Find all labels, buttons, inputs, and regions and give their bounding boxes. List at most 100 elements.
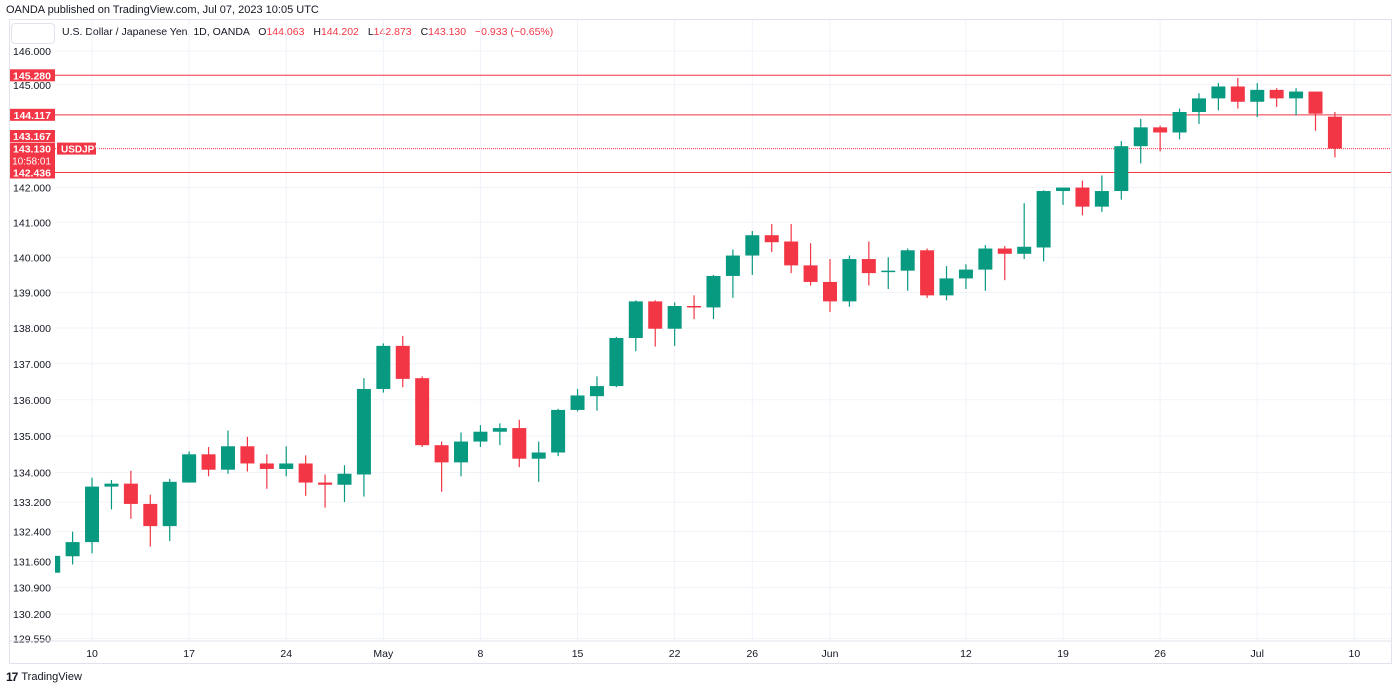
level-label-bg xyxy=(10,166,55,179)
candle-body-up xyxy=(65,542,80,557)
y-tick-label: 134.000 xyxy=(13,468,51,480)
candle-body-up xyxy=(551,409,566,453)
y-tick-label: 133.200 xyxy=(13,497,51,509)
close-label: C xyxy=(420,26,429,38)
candle-body-up xyxy=(279,463,294,469)
candle-body-up xyxy=(85,486,100,543)
symbol-title: U.S. Dollar / Japanese Yen, 1D, OANDA xyxy=(62,26,250,38)
candle-body-up xyxy=(473,431,488,442)
candle-body-down xyxy=(764,235,779,243)
level-label: 142.436 xyxy=(13,167,51,179)
candle-body-up xyxy=(531,452,546,459)
candle-body-down xyxy=(259,463,274,469)
candle-body-up xyxy=(182,454,197,483)
footer: 17 TradingView xyxy=(6,670,82,684)
candle-body-up xyxy=(1289,91,1304,99)
candle-body-up xyxy=(1094,191,1109,207)
x-tick-label: 10 xyxy=(1348,648,1360,660)
candle-body-up xyxy=(881,270,896,273)
candle-body-down xyxy=(395,345,410,379)
candle-body-down xyxy=(512,428,527,459)
x-tick-label: 10 xyxy=(86,648,98,660)
horizontal-levels xyxy=(55,74,1391,173)
x-tick-label: Jul xyxy=(1251,648,1264,660)
y-tick-label: 140.000 xyxy=(13,252,51,264)
candle-body-up xyxy=(628,301,643,339)
candle-body-up xyxy=(589,386,604,397)
x-tick-label: 26 xyxy=(746,648,758,660)
candle-body-down xyxy=(298,463,313,483)
y-tick-label: 135.000 xyxy=(13,431,51,443)
candle-body-down xyxy=(648,301,663,329)
candle-body-up xyxy=(958,269,973,279)
y-tick-label: 130.900 xyxy=(13,583,51,595)
candle-body-up xyxy=(842,259,857,302)
x-tick-label: 17 xyxy=(183,648,195,660)
countdown-label: 10:58:01 xyxy=(12,157,51,168)
high-label: H xyxy=(313,26,321,38)
candle-body-down xyxy=(1230,86,1245,102)
candle-body-up xyxy=(1191,98,1206,112)
current-price-label-bg xyxy=(10,142,55,168)
candle-body-up xyxy=(1056,187,1071,192)
legend-toggle-box[interactable] xyxy=(11,23,55,44)
candle-body-down xyxy=(920,250,935,296)
candle-body-up xyxy=(939,278,954,296)
candle-body-up xyxy=(570,395,585,410)
candle-body-down xyxy=(123,483,138,504)
candle-body-down xyxy=(434,445,449,463)
candle-body-up xyxy=(900,250,915,271)
candle-body-up xyxy=(220,446,235,470)
candles xyxy=(55,78,1342,573)
open-value: 144.063 xyxy=(266,26,305,38)
candle-body-down xyxy=(1269,89,1284,99)
x-tick-label: Jun xyxy=(822,648,839,660)
symbol-tag: USDJPY xyxy=(61,145,101,156)
y-tick-label: 129.550 xyxy=(13,634,51,646)
candle-body-up xyxy=(1250,89,1265,102)
candle-body-up xyxy=(706,275,721,308)
candle-body-up xyxy=(454,441,469,463)
candle-body-up xyxy=(376,345,391,389)
time-axis[interactable]: 10 17 24 May 8 15 22 26 Jun 12 19 26 Jul 10 xyxy=(9,640,1391,660)
x-tick-label: 12 xyxy=(960,648,972,660)
footer-brand: TradingView xyxy=(21,671,82,683)
candle-body-up xyxy=(725,255,740,276)
level-label-bg xyxy=(10,69,55,82)
candle-body-down xyxy=(201,454,216,470)
open-label: O xyxy=(258,26,267,38)
y-tick-label: 131.600 xyxy=(13,556,51,568)
grid xyxy=(55,20,1391,641)
candle-body-up xyxy=(1036,191,1051,248)
candle-body-down xyxy=(861,259,876,274)
tradingview-logo-icon: 17 xyxy=(6,670,18,684)
y-tick-label: 146.000 xyxy=(13,46,51,58)
x-tick-label: 26 xyxy=(1154,648,1166,660)
y-tick-label: 137.000 xyxy=(13,359,51,371)
price-axis[interactable]: 146.000 145.000 142.000 141.000 140.000 139.0… xyxy=(13,46,51,646)
y-tick-label: 136.000 xyxy=(13,395,51,407)
x-tick-label: 24 xyxy=(280,648,292,660)
candle-body-down xyxy=(1153,127,1168,133)
high-value: 144.202 xyxy=(320,26,359,38)
y-tick-label: 138.000 xyxy=(13,323,51,335)
candle-body-down xyxy=(784,241,799,266)
candle-body-down xyxy=(240,446,255,464)
candle-body-up xyxy=(337,473,352,485)
candle-body-up xyxy=(356,388,371,475)
candle-body-up xyxy=(162,481,177,527)
candle-body-down xyxy=(415,378,430,446)
candle-body-up xyxy=(667,305,682,329)
close-value: 143.130 xyxy=(428,26,467,38)
candle-body-down xyxy=(687,305,702,308)
y-tick-label: 132.400 xyxy=(13,527,51,539)
y-tick-label: 139.000 xyxy=(13,288,51,300)
low-label: L xyxy=(367,26,374,38)
y-tick-label: 145.000 xyxy=(13,80,51,92)
x-tick-label: 8 xyxy=(478,648,484,660)
candle-body-down xyxy=(1327,116,1342,149)
published-caption: OANDA published on TradingView.com, Jul … xyxy=(6,4,319,16)
x-tick-label: 15 xyxy=(572,648,584,660)
